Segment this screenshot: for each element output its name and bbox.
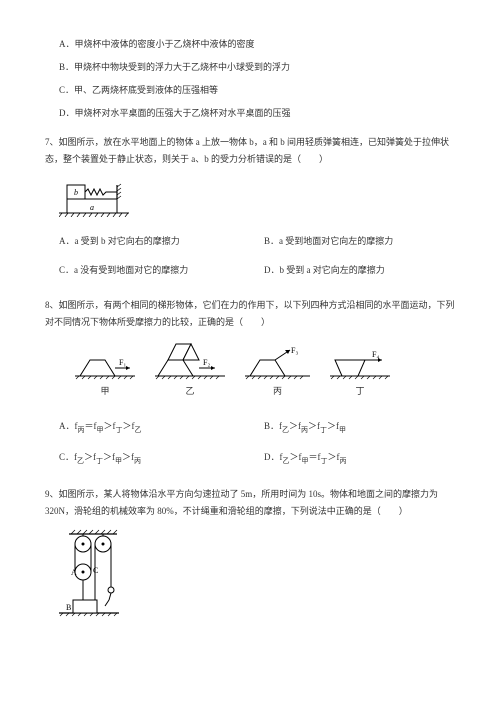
q7-figure: a b	[59, 177, 455, 217]
q8-cap-jia: 甲	[75, 383, 135, 400]
svg-text:F₁: F₁	[119, 358, 126, 367]
svg-text:A: A	[71, 568, 77, 577]
q8-cap-yi: 乙	[155, 383, 225, 400]
svg-text:a: a	[90, 203, 94, 212]
q8-cap-bing: 丙	[245, 383, 310, 400]
q8-opt-b: B．f乙＞f丙＞f丁＞f甲	[264, 418, 455, 437]
q8-opt-d: D．f乙＞f甲＝f丁＞f丙	[264, 449, 455, 468]
svg-text:B: B	[66, 603, 71, 612]
q6-opt-c: C．甲、乙两烧杯底受到液体的压强相等	[59, 82, 455, 99]
q7-opt-d: D．b 受到 a 对它向左的摩擦力	[264, 262, 455, 279]
q9-figure: A C B	[59, 528, 455, 618]
q8-cap-ding: 丁	[330, 383, 390, 400]
q6-opt-b: B．甲烧杯中物块受到的浮力大于乙烧杯中小球受到的浮力	[59, 59, 455, 76]
svg-text:b: b	[74, 188, 78, 197]
q7-stem: 7、如图所示，放在水平地面上的物体 a 上放一物体 b，a 和 b 间用轻质弹簧…	[45, 134, 455, 168]
q6-opt-a: A．甲烧杯中液体的密度小于乙烧杯中液体的密度	[59, 36, 455, 53]
q7-opt-b: B．a 受到地面对它向左的摩擦力	[264, 233, 455, 250]
q7-opt-a: A．a 受到 b 对它向右的摩擦力	[59, 233, 250, 250]
q7-opt-c: C．a 没有受到地面对它的摩擦力	[59, 262, 250, 279]
svg-text:C: C	[93, 566, 98, 575]
svg-text:F₃: F₃	[291, 346, 298, 355]
q8-opt-a: A．f丙＝f甲＞f丁＞f乙	[59, 418, 250, 437]
q8-opt-c: C．f乙＞f丁＞f甲＞f丙	[59, 449, 250, 468]
q9-stem: 9、如图所示，某人将物体沿水平方向匀速拉动了 5m，所用时间为 10s。物体和地…	[45, 486, 455, 520]
svg-text:F₂: F₂	[203, 358, 210, 367]
q6-opt-d: D．甲烧杯对水平桌面的压强大于乙烧杯对水平桌面的压强	[59, 105, 455, 122]
svg-text:F₄: F₄	[372, 350, 379, 359]
q8-stem: 8、如图所示，有两个相同的梯形物体，它们在力的作用下，以下列四种方式沿相同的水平…	[45, 297, 455, 331]
q8-figure: F₁ 甲 F₂ 乙	[75, 341, 455, 400]
